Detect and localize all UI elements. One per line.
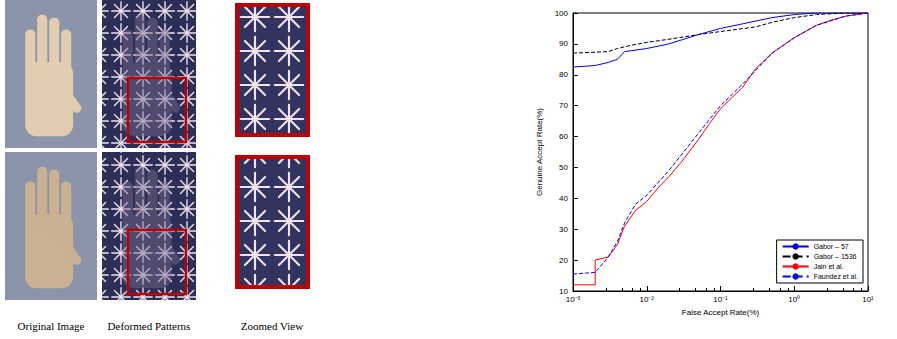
svg-text:10⁰: 10⁰ — [788, 295, 800, 304]
svg-text:Gabor – 1536: Gabor – 1536 — [814, 253, 857, 260]
svg-text:Original Image: Original Image — [18, 320, 85, 332]
svg-text:100: 100 — [555, 9, 569, 18]
svg-text:50: 50 — [559, 163, 568, 172]
svg-text:20: 20 — [559, 256, 568, 265]
svg-text:False Accept Rate(%): False Accept Rate(%) — [682, 308, 760, 317]
svg-text:Faundez et al.: Faundez et al. — [814, 273, 858, 280]
svg-text:10⁻¹: 10⁻¹ — [713, 295, 728, 304]
svg-text:70: 70 — [559, 101, 568, 110]
svg-text:60: 60 — [559, 132, 568, 141]
svg-text:10¹: 10¹ — [862, 295, 874, 304]
svg-text:Genuine Accept Rate(%): Genuine Accept Rate(%) — [535, 108, 544, 196]
svg-text:10⁻²: 10⁻² — [639, 295, 654, 304]
svg-text:Gabor – 57: Gabor – 57 — [814, 243, 849, 250]
svg-text:Jain et al.: Jain et al. — [814, 263, 844, 270]
svg-text:10: 10 — [559, 286, 568, 296]
svg-text:40: 40 — [559, 194, 568, 203]
svg-text:30: 30 — [559, 225, 568, 234]
svg-text:10⁻³: 10⁻³ — [566, 295, 581, 304]
svg-text:Zoomed View: Zoomed View — [241, 320, 303, 332]
svg-text:90: 90 — [559, 39, 568, 48]
svg-text:Deformed Patterns: Deformed Patterns — [108, 320, 191, 332]
svg-text:80: 80 — [559, 70, 568, 79]
